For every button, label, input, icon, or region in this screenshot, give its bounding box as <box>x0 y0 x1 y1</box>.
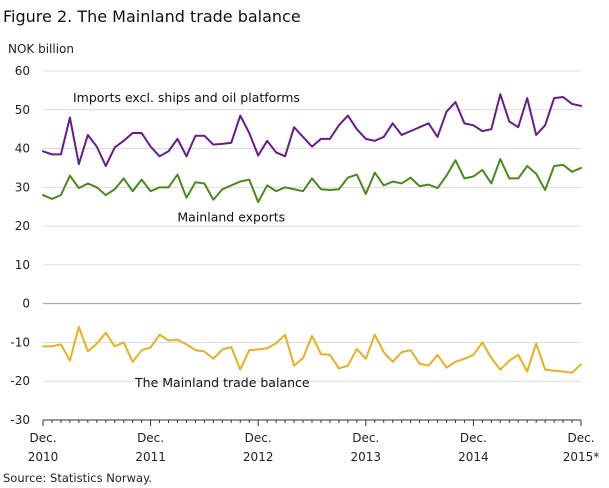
x-tick-label-month: Dec. <box>460 431 487 445</box>
source-note: Source: Statistics Norway. <box>3 471 152 485</box>
series-label-0: Imports excl. ships and oil platforms <box>73 90 300 105</box>
series-label-1: Mainland exports <box>177 209 285 224</box>
y-tick-label: 30 <box>15 180 30 194</box>
x-tick-label-month: Dec. <box>29 431 56 445</box>
x-tick-label-month: Dec. <box>245 431 272 445</box>
y-tick-label: -10 <box>10 335 30 349</box>
x-tick-label-year: 2014 <box>458 450 489 464</box>
series-labels: Imports excl. ships and oil platforms Mai… <box>73 90 310 390</box>
y-tick-label: -20 <box>10 374 30 388</box>
gridlines <box>43 70 581 421</box>
y-tick-label: 40 <box>15 142 30 156</box>
y-axis-ticks: -30 -20 -10 0 10 20 30 40 50 60 <box>10 64 30 427</box>
y-tick-label: 60 <box>15 64 30 78</box>
y-tick-label: -30 <box>10 413 30 427</box>
x-tick-label-year: 2013 <box>351 450 382 464</box>
x-tick-label-year: 2011 <box>135 450 166 464</box>
y-tick-label: 20 <box>15 219 30 233</box>
y-tick-label: 0 <box>22 297 30 311</box>
series-line-1 <box>42 158 582 204</box>
x-tick-label-month: Dec. <box>137 431 164 445</box>
x-tick-label-month: Dec. <box>567 431 594 445</box>
series-lines <box>42 93 582 374</box>
series-label-2: The Mainland trade balance <box>134 375 310 390</box>
x-axis: Dec. 2010 Dec. 2011 Dec. 2012 Dec. 2013 Dec. 2014… <box>28 419 600 464</box>
y-axis-unit-label: NOK billion <box>8 42 74 56</box>
series-line-2 <box>42 325 582 374</box>
y-tick-label: 10 <box>15 258 30 272</box>
y-tick-label: 50 <box>15 103 30 117</box>
x-tick-label-year: 2012 <box>243 450 274 464</box>
x-tick-label-month: Dec. <box>352 431 379 445</box>
chart-title: Figure 2. The Mainland trade balance <box>3 7 301 26</box>
x-tick-label-year: 2010 <box>28 450 59 464</box>
x-tick-label-year: 2015* <box>563 450 600 464</box>
series-line-0 <box>42 93 582 168</box>
